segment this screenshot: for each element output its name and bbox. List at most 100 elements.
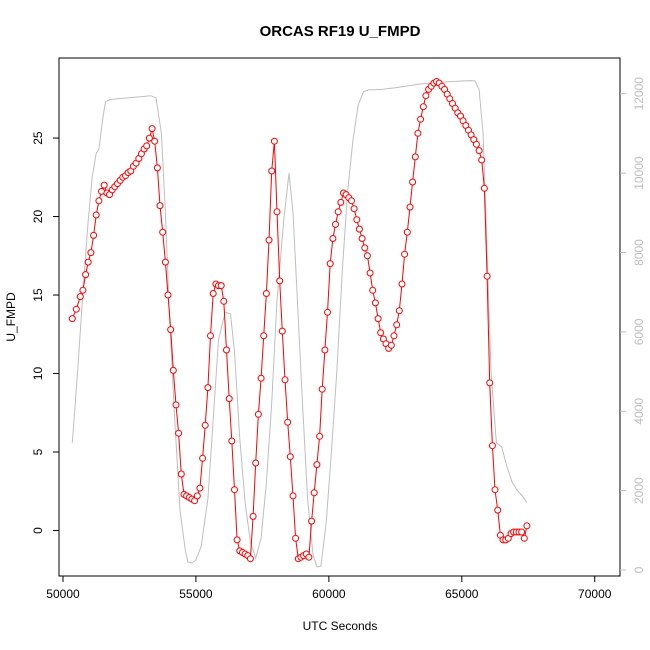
data-point (257, 374, 265, 382)
data-point (193, 492, 201, 500)
data-point (220, 297, 228, 305)
y2-tick-label: 10000 (632, 156, 646, 190)
chart-title: ORCAS RF19 U_FMPD (260, 23, 421, 40)
data-point (249, 512, 257, 520)
data-point (273, 208, 281, 216)
data-point (145, 134, 153, 142)
data-point (355, 225, 363, 233)
data-point (196, 484, 204, 492)
data-point (369, 286, 377, 294)
data-point (90, 231, 98, 239)
y2-tick-label: 4000 (632, 398, 646, 425)
data-point (252, 459, 260, 467)
data-point (167, 326, 175, 334)
data-point (246, 555, 254, 563)
y-axis: 0 5 10 15 20 25 (31, 131, 59, 534)
y2-tick-label: 0 (632, 566, 646, 573)
data-point (518, 528, 526, 536)
data-point (409, 178, 417, 186)
data-point (390, 332, 398, 340)
data-point (268, 167, 276, 175)
data-point (419, 103, 427, 111)
data-point (164, 291, 172, 299)
y-tick-label: 15 (31, 288, 45, 302)
data-point (79, 286, 87, 294)
x-tick-label: 55000 (179, 587, 213, 601)
y-tick-label: 20 (31, 210, 45, 224)
data-point (398, 280, 406, 288)
y2-tick-label: 8000 (632, 239, 646, 266)
data-point (326, 260, 334, 268)
data-point (207, 332, 214, 340)
x-tick-label: 70000 (578, 587, 612, 601)
data-point (308, 517, 316, 525)
data-point (488, 442, 496, 450)
x-tick-label: 65000 (445, 587, 479, 601)
data-point (72, 305, 80, 313)
data-point (486, 379, 494, 387)
data-point (361, 244, 369, 252)
data-point (233, 536, 241, 544)
x-axis-label: UTC Seconds (303, 619, 378, 633)
x-tick-label: 60000 (312, 587, 346, 601)
data-point (278, 327, 286, 335)
data-point (411, 153, 419, 161)
y2-tick-label: 2000 (632, 477, 646, 504)
data-point (310, 489, 318, 497)
data-point (223, 346, 230, 354)
data-point (348, 197, 355, 205)
data-point (305, 553, 313, 561)
data-point (175, 429, 183, 437)
data-point (374, 315, 382, 323)
y2-axis: 0 2000 4000 6000 8000 10000 12000 (620, 77, 646, 573)
data-point (350, 205, 358, 213)
data-point (292, 534, 300, 542)
data-point (286, 453, 294, 461)
data-point (324, 308, 331, 316)
data-point (414, 129, 422, 137)
data-point (483, 272, 491, 280)
data-point (177, 470, 185, 478)
y-tick-label: 0 (31, 527, 45, 534)
data-point (225, 395, 233, 403)
data-point (318, 385, 326, 393)
data-point (68, 315, 76, 323)
data-point (520, 534, 528, 542)
x-axis: 50000 55000 60000 65000 70000 (46, 576, 612, 601)
data-point (262, 290, 270, 297)
data-point (403, 228, 411, 236)
y2-tick-label: 12000 (632, 77, 646, 111)
data-point (478, 156, 486, 164)
data-point (377, 329, 385, 337)
data-point (143, 142, 151, 150)
data-point (523, 522, 531, 530)
data-point (395, 307, 403, 315)
data-point (475, 147, 483, 155)
data-point (334, 208, 342, 216)
data-point (169, 366, 177, 374)
data-point (161, 258, 169, 266)
data-point (491, 486, 499, 494)
data-point (321, 346, 329, 354)
data-point (276, 277, 284, 285)
data-point (358, 235, 366, 242)
data-point (201, 421, 209, 429)
data-point (494, 506, 502, 514)
data-point (281, 376, 289, 384)
series-layer (68, 78, 531, 568)
data-point (353, 216, 361, 224)
data-point (270, 137, 278, 145)
data-point (100, 181, 108, 189)
data-point (313, 461, 321, 469)
data-point (371, 299, 379, 307)
data-point (284, 418, 292, 426)
data-point (159, 228, 167, 236)
data-point (76, 293, 84, 301)
data-point (148, 125, 156, 133)
data-point (417, 115, 425, 123)
secondary-series-line (71, 80, 528, 568)
primary-series-points (68, 78, 531, 563)
data-point (480, 184, 488, 192)
data-point (151, 137, 159, 145)
